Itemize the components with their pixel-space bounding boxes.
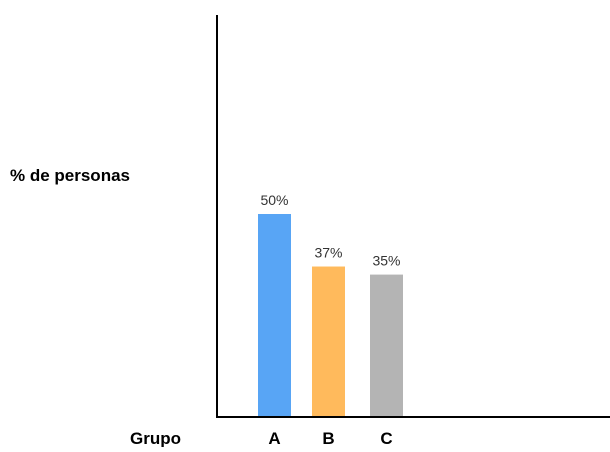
bar-c (370, 274, 403, 416)
x-tick-label-b: B (322, 429, 334, 447)
bar-b (312, 266, 345, 416)
x-axis-label: Grupo (130, 429, 181, 447)
x-tick-label-a: A (268, 429, 280, 447)
data-label-c: 35% (372, 253, 400, 269)
data-label-b: 37% (314, 245, 342, 261)
x-tick-label-c: C (380, 429, 392, 447)
bar-a (258, 214, 291, 416)
bars-layer: 50% A 37% B 35% C (258, 192, 403, 448)
y-axis-label: % de personas (10, 166, 130, 185)
data-label-a: 50% (260, 192, 288, 208)
